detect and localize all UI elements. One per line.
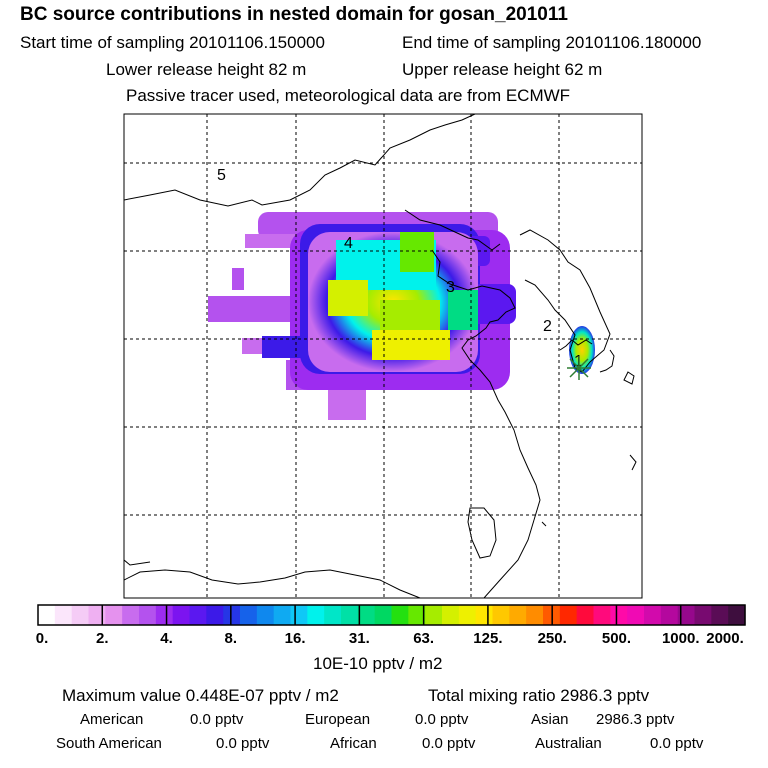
colorbar-swatch [627,605,645,625]
south-american-label: South American [56,735,162,752]
colorbar-swatch [475,605,494,625]
colorbar-swatch [677,605,696,625]
colorbar-swatch [559,605,578,625]
colorbar-swatch [122,605,140,625]
colorbar-tick-label: 0. [35,630,49,647]
receptor-star-marker [567,356,591,380]
american-value: 0.0 pptv [190,711,244,728]
colorbar-swatch [290,605,308,625]
colorbar-swatch [425,605,443,625]
colorbar-tick-label: 63. [413,630,435,647]
colorbar-swatch [54,605,73,625]
colorbar-frame [37,604,746,626]
max-value-label: Maximum value 0.448E-07 pptv / m2 [62,686,339,705]
colorbar-tick-label: 500. [601,630,632,647]
colorbar-swatch [374,605,393,625]
upper-release-label: Upper release height 62 m [402,60,603,79]
colorbar-swatch [206,605,224,625]
colorbar-swatch [660,605,679,625]
colorbar-swatch [71,605,90,625]
colorbar-swatch [139,605,157,625]
colorbar-swatch [324,605,342,625]
colorbar-swatch [155,605,174,625]
european-label: European [305,711,371,728]
colorbar-swatch [240,605,258,625]
colorbar-tick-label: 125. [473,630,503,647]
colorbar [38,605,746,625]
end-time-label: End time of sampling 20101106.180000 [402,33,702,52]
colorbar-swatch [408,605,426,625]
colorbar-tick-label: 250. [537,630,567,647]
map-frame [123,113,643,599]
colorbar-tick-label: 16. [284,630,306,647]
region-label-2: 2 [543,318,552,335]
region-label-3: 3 [446,279,455,296]
australian-value: 0.0 pptv [650,735,704,752]
european-value: 0.0 pptv [415,711,469,728]
colorbar-swatch [576,605,595,625]
south-american-value: 0.0 pptv [216,735,270,752]
colorbar-tick-label: 8. [224,630,238,647]
african-label: African [330,735,377,752]
region-label-4: 4 [344,235,353,252]
colorbar-swatch [391,605,409,625]
colorbar-swatch [189,605,207,625]
colorbar-swatch [105,605,123,625]
australian-label: Australian [535,735,602,752]
colorbar-tick-label: 1000. [661,630,700,647]
colorbar-swatch [492,605,510,625]
colorbar-tick-label: 31. [348,630,370,647]
start-time-label: Start time of sampling 20101106.150000 [20,33,325,52]
colorbar-swatch [610,605,628,625]
colorbar-swatch [442,605,460,625]
colorbar-unit-label: 10E-10 pptv / m2 [313,654,443,673]
colorbar-swatch [728,605,746,625]
total-mixing-label: Total mixing ratio 2986.3 pptv [428,686,650,705]
african-value: 0.0 pptv [422,735,476,752]
colorbar-swatch [38,605,56,625]
american-label: American [80,711,144,728]
asian-value: 2986.3 pptv [596,711,675,728]
colorbar-swatch [88,605,106,625]
colorbar-swatch [526,605,544,625]
coastlines [124,114,637,598]
colorbar-swatch [273,605,292,625]
plume-korea [569,326,595,374]
colorbar-swatch [593,605,611,625]
region-label-5: 5 [217,167,226,184]
colorbar-swatch [509,605,527,625]
colorbar-swatch [223,605,241,625]
colorbar-tick-label: 4. [160,630,173,647]
colorbar-swatch [458,605,477,625]
colorbar-swatch [357,605,376,625]
colorbar-swatch [711,605,729,625]
colorbar-swatch [644,605,662,625]
asian-label: Asian [531,711,569,728]
tracer-note: Passive tracer used, meteorological data… [126,86,571,105]
lower-release-label: Lower release height 82 m [106,60,307,79]
colorbar-swatch [694,605,712,625]
colorbar-swatch [172,605,191,625]
colorbar-tick-label: 2. [96,630,109,647]
figure-title: BC source contributions in nested domain… [20,4,568,25]
colorbar-swatch [307,605,325,625]
colorbar-swatch [341,605,359,625]
plume-core [308,232,478,372]
colorbar-tick-label: 2000. [706,630,744,647]
colorbar-swatch [256,605,275,625]
graticule [124,114,642,598]
